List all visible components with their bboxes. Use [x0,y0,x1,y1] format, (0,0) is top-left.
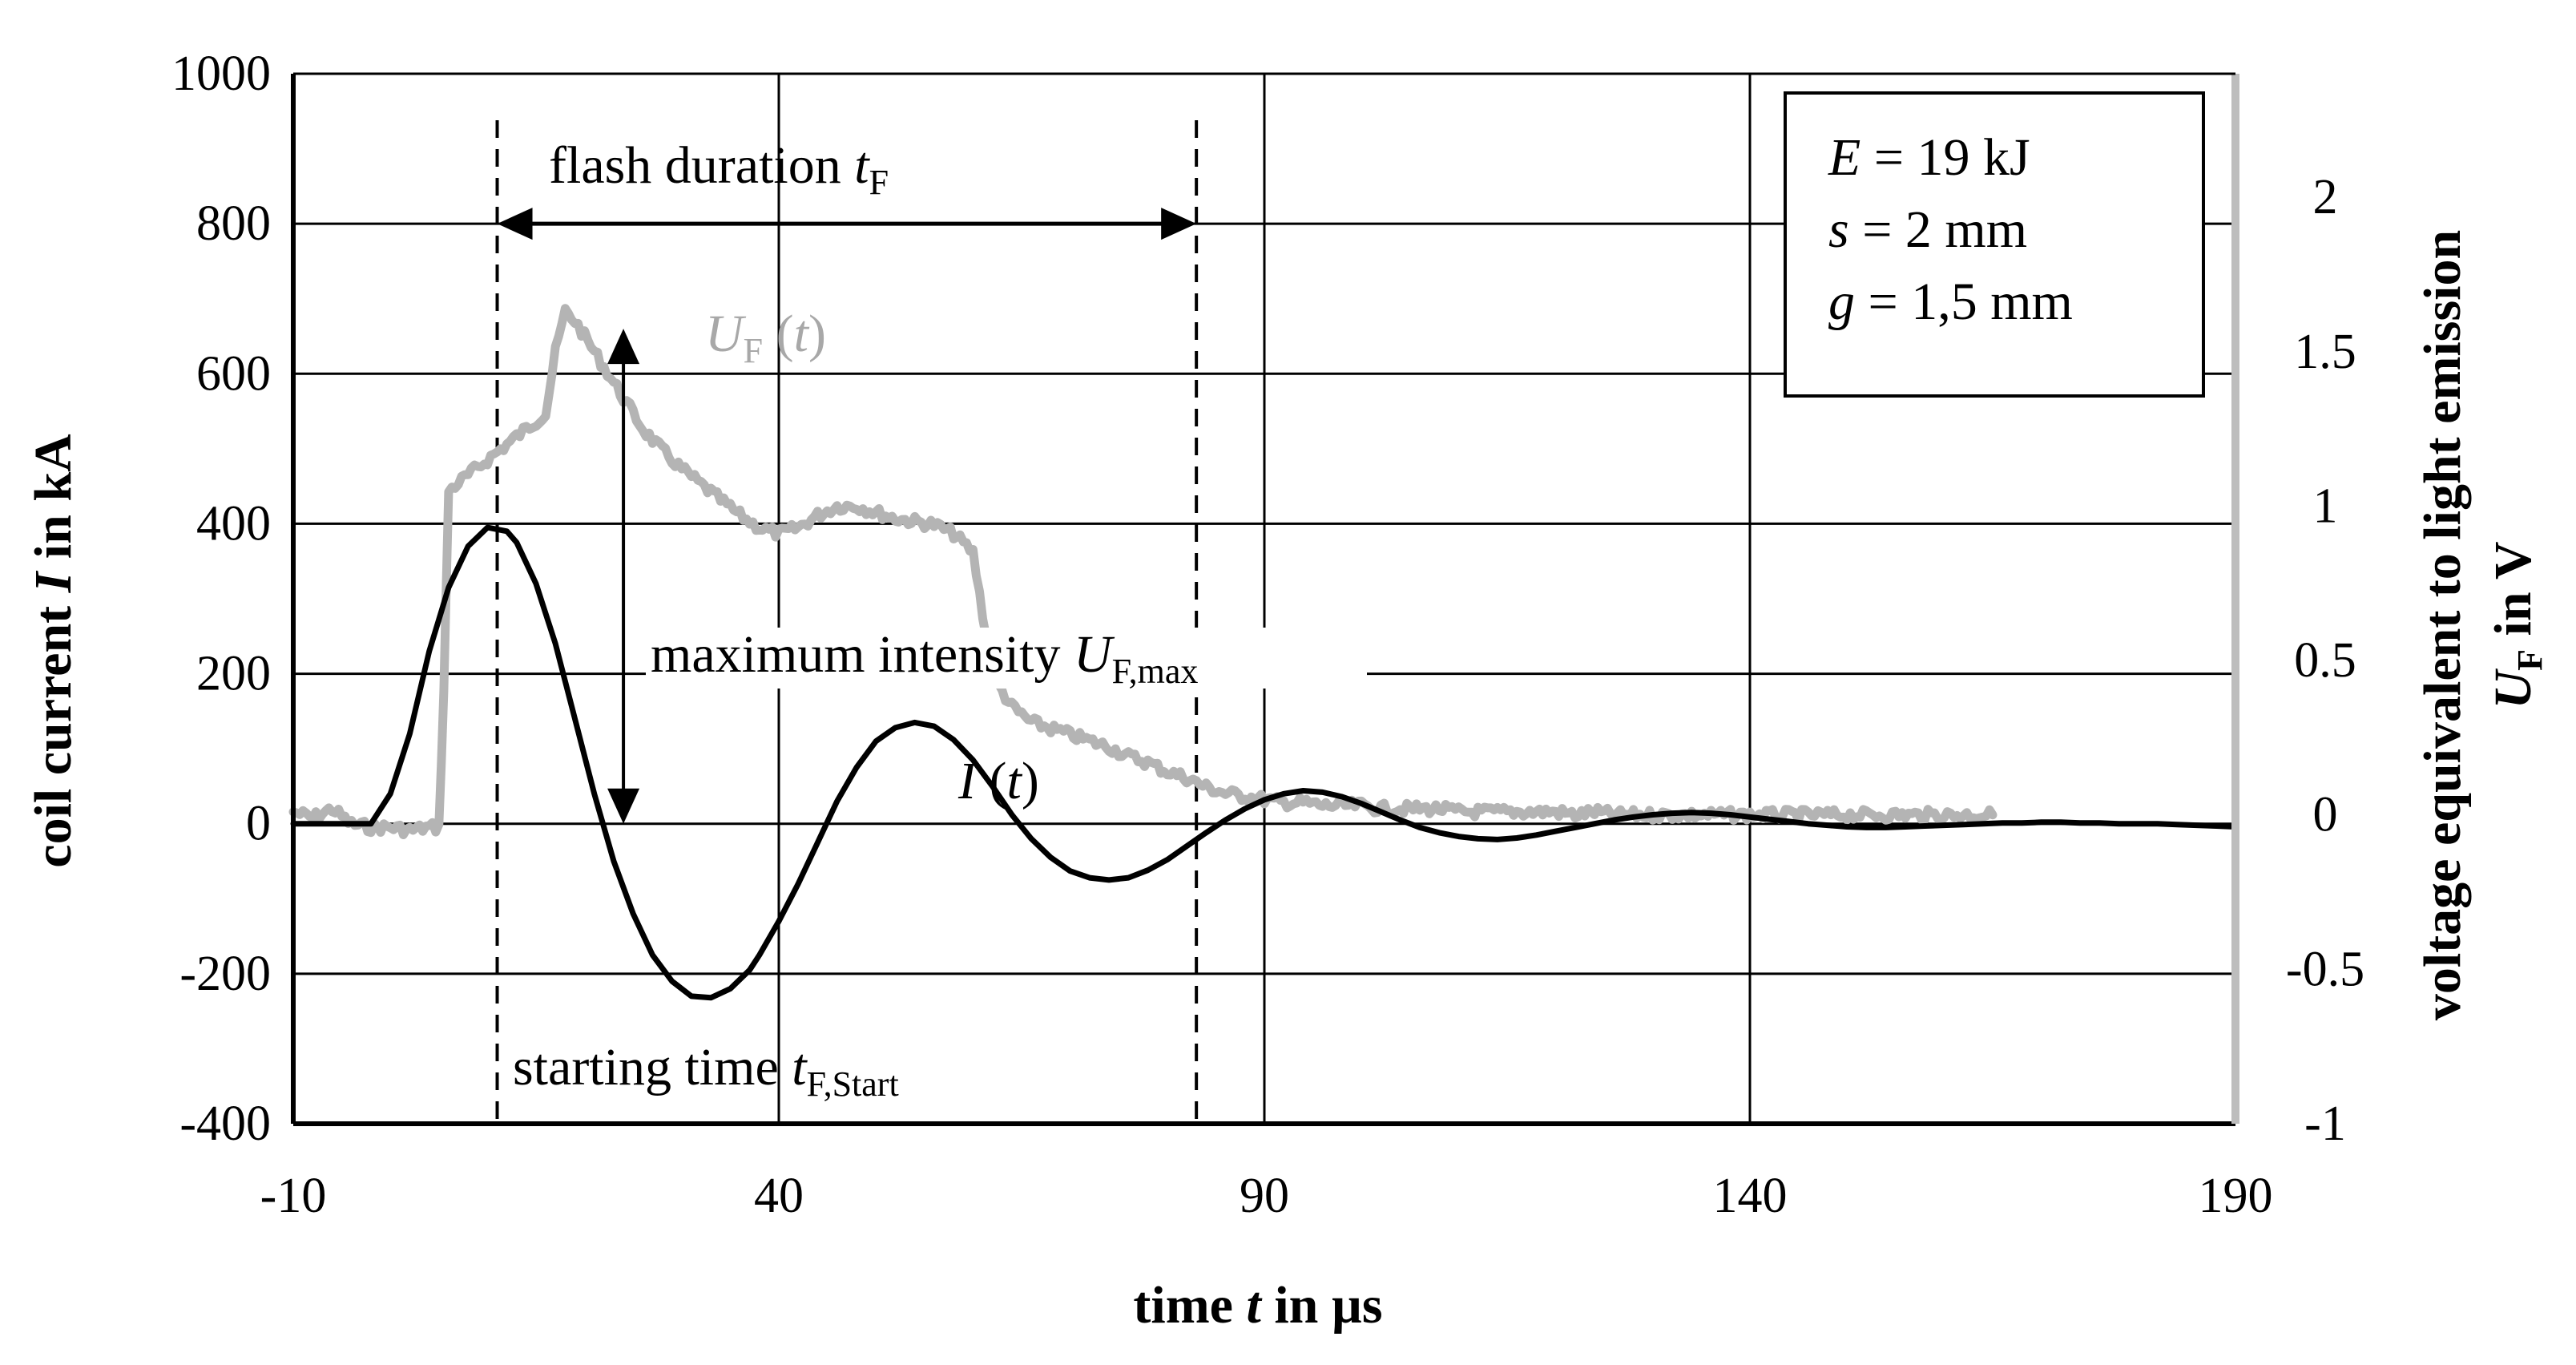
tick-label-left: -200 [179,947,271,1001]
flash-duration-arrowhead-right [1161,208,1197,240]
tick-label-left: 200 [196,647,271,701]
left-tick-labels: 1000 800 600 400 200 0 -200 -400 [171,46,271,1151]
tick-label-right: 0.5 [2294,633,2356,688]
right-tick-labels: 2 1.5 1 0.5 0 -0.5 -1 [2286,170,2364,1151]
parameter-box: E = 19 kJ s = 2 mm g = 1,5 mm [1784,91,2205,398]
tick-label-right: 1.5 [2294,325,2356,379]
tick-label-right: 2 [2313,170,2338,224]
y-left-axis-title: coil current I in kA [24,434,83,868]
tick-label-right: 0 [2313,788,2338,842]
series-light-emission [288,304,1998,839]
tick-label-left: 1000 [171,46,271,101]
max-intensity-arrowhead-bottom [607,788,640,824]
flash-dashed-lines [495,120,1199,1124]
tick-label-x: -10 [260,1169,327,1223]
y-right-axis-title-line2: UF in V [2484,541,2550,709]
tick-label-right: -1 [2304,1096,2346,1151]
max-intensity-label: maximum intensity UF,max [651,625,1198,691]
tick-label-left: 0 [246,797,271,851]
x-tick-labels: -10 40 90 140 190 [260,1169,2273,1223]
max-intensity-arrowhead-top [607,329,640,365]
flash-duration-label: flash duration tF [549,136,889,202]
tick-label-x: 90 [1240,1169,1289,1223]
starting-time-label: starting time tF,Start [513,1038,899,1104]
tick-label-x: 190 [2199,1169,2273,1223]
y-right-axis-title-line1: voltage equivalent to light emission [2413,230,2472,1020]
plot-axes [291,72,2239,1126]
parameter-box-frame [1784,91,2205,398]
series-coil-current [290,524,2239,1001]
param-energy: E = 19 kJ [1828,128,2030,187]
tick-label-right: 1 [2313,479,2338,533]
flash-duration-arrowhead-left [497,208,533,240]
tick-label-left: 800 [196,196,271,251]
tick-label-left: -400 [179,1096,271,1151]
tick-label-x: 40 [754,1169,804,1223]
tick-label-right: -0.5 [2286,942,2364,996]
series-label-emission: UF (t) [705,305,826,370]
param-sheet-thickness: s = 2 mm [1828,200,2027,259]
x-axis-title: time t in µs [1133,1276,1382,1335]
tick-label-x: 140 [1713,1169,1788,1223]
max-intensity-label-bg [646,628,1367,689]
series-label-current: I (t) [957,752,1039,810]
annotation-arrows [497,208,1197,824]
tick-label-left: 600 [196,346,271,401]
param-gap: g = 1,5 mm [1828,273,2073,331]
series-line-light-emission [288,304,1998,839]
tick-label-left: 400 [196,496,271,551]
series-line-coil-current [290,524,2239,1001]
